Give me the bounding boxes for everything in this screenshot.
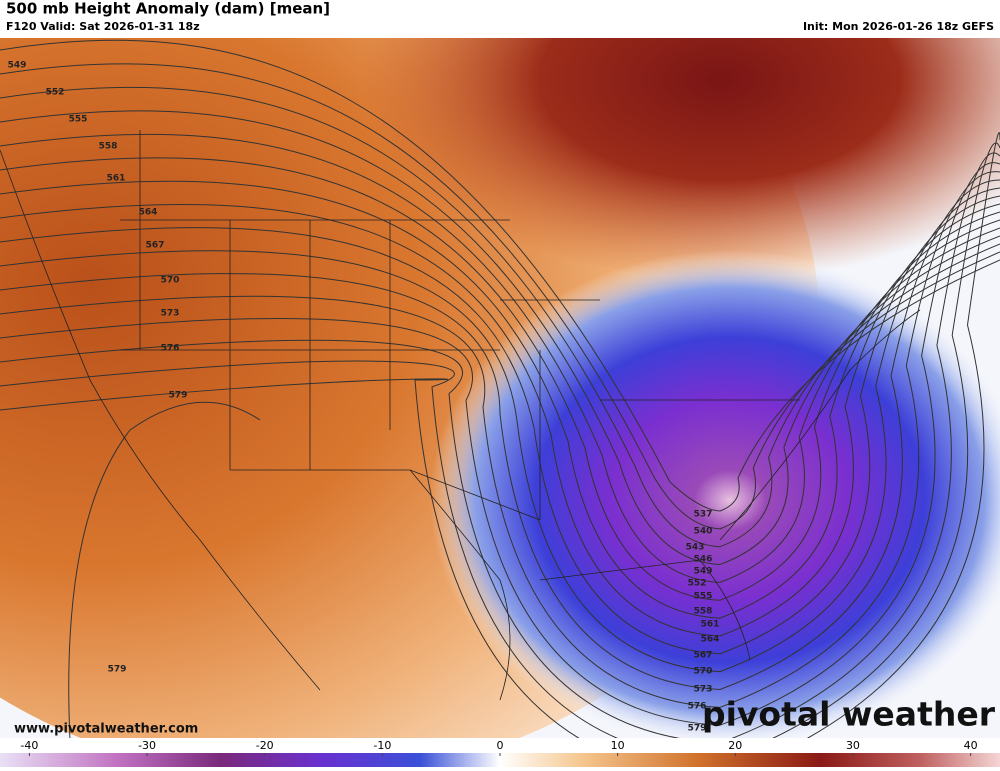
contour-line <box>0 152 1000 738</box>
init-time: Init: Mon 2026-01-26 18z GEFS <box>803 20 994 33</box>
height-contours <box>0 39 1000 738</box>
contour-line <box>0 162 1000 726</box>
contour-label: 549 <box>8 61 27 71</box>
colorbar-tick-label: 30 <box>846 739 860 752</box>
contour-label: 564 <box>139 208 158 218</box>
colorbar <box>0 753 1000 767</box>
contour-label: 549 <box>694 567 713 577</box>
contour-line <box>0 86 1000 548</box>
colorbar-ticks: -40 -30 -20 -10 0 10 20 30 40 <box>20 739 978 756</box>
logo: pivotal weather <box>702 695 996 734</box>
strong-warm-anomaly <box>360 38 1000 280</box>
colorbar-tick-label: -10 <box>373 739 391 752</box>
contour-label: 552 <box>688 579 707 589</box>
contour-line <box>68 401 261 738</box>
contour-line <box>0 133 1000 583</box>
contour-line <box>0 110 1000 566</box>
contour-label: 576 <box>161 344 180 354</box>
colorbar-tick-label: 20 <box>728 739 742 752</box>
contour-label: 561 <box>701 620 720 630</box>
colorbar-tick-label: 40 <box>964 739 978 752</box>
contour-label: 543 <box>686 543 705 553</box>
colorbar-tick-label: 10 <box>611 739 625 752</box>
contour-label: 570 <box>694 667 713 677</box>
contour-label: 579 <box>688 724 707 734</box>
contour-label: 552 <box>46 88 65 98</box>
contour-line <box>0 157 1000 601</box>
contour-line <box>0 179 1000 691</box>
contour-label: 537 <box>694 510 713 520</box>
contour-label: 576 <box>688 702 707 712</box>
contour-labels: 549 552 555 558 561 564 567 570 573 576 579 537 540 5… <box>8 61 720 734</box>
contour-line <box>0 180 1000 619</box>
contour-label: 561 <box>107 174 126 184</box>
colorbar-tick-label: 0 <box>497 739 504 752</box>
contour-label: 567 <box>146 241 165 251</box>
contour-label: 567 <box>694 651 713 661</box>
contour-label: 540 <box>694 527 713 537</box>
contour-line <box>0 132 1000 738</box>
contour-label: 558 <box>99 142 118 152</box>
contour-label: 546 <box>694 555 713 565</box>
borders <box>0 130 921 701</box>
contour-label: 555 <box>694 592 713 602</box>
colorbar-tick-label: -40 <box>20 739 38 752</box>
watermark: www.pivotalweather.com <box>14 722 198 737</box>
contour-label: 555 <box>69 115 88 125</box>
contour-line <box>0 63 1000 530</box>
colorbar-tick-label: -20 <box>256 739 274 752</box>
contour-line <box>0 195 1000 655</box>
contour-label: 564 <box>701 635 720 645</box>
contour-line <box>0 142 1000 738</box>
valid-time: F120 Valid: Sat 2026-01-31 18z <box>6 20 200 33</box>
contour-label: 558 <box>694 607 713 617</box>
map-title: 500 mb Height Anomaly (dam) [mean] <box>6 0 330 18</box>
contour-label: 579 <box>108 665 127 675</box>
contour-label: 579 <box>169 391 188 401</box>
colorbar-tick-label: -30 <box>138 739 156 752</box>
contour-line <box>0 203 1000 637</box>
contour-line <box>0 171 1000 708</box>
contour-label: 570 <box>161 276 180 286</box>
contour-label: 573 <box>161 309 180 319</box>
contour-label: 573 <box>694 685 713 695</box>
contour-line <box>0 187 1000 673</box>
